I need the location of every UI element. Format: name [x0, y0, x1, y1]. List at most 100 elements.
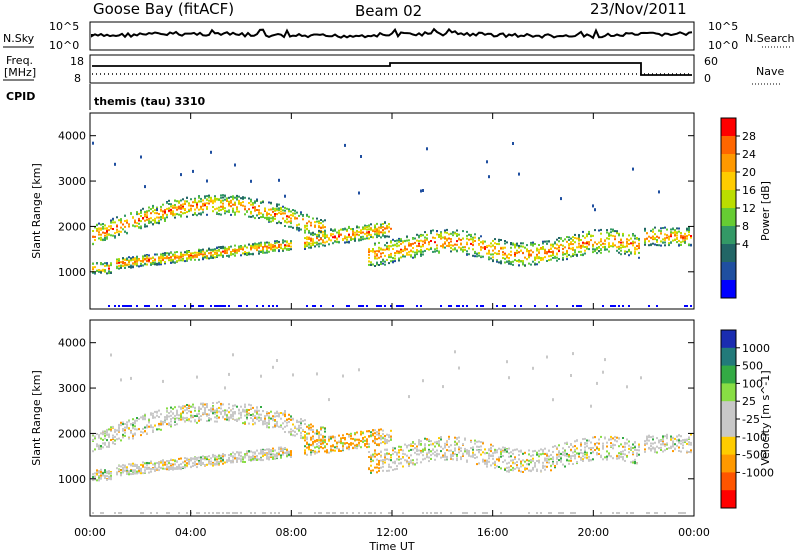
range-gate-cell: [210, 457, 212, 460]
range-gate-cell: [446, 449, 448, 452]
range-gate-cell: [164, 209, 166, 212]
range-gate-cell: [96, 469, 98, 472]
range-gate-cell: [206, 255, 208, 258]
range-gate-cell: [308, 246, 310, 249]
range-gate-cell: [232, 417, 234, 420]
range-gate-cell: [468, 247, 470, 250]
range-gate-cell: [556, 453, 558, 456]
range-gate-cell: [660, 232, 662, 235]
range-gate-cell: [208, 252, 210, 255]
range-gate-cell: [274, 249, 276, 252]
range-gate-cell: [334, 229, 336, 232]
range-gate-cell: [174, 199, 176, 202]
range-gate-cell: [676, 231, 678, 234]
range-gate-cell: [552, 456, 554, 459]
range-gate-cell: [164, 416, 166, 419]
range-gate-cell: [172, 459, 174, 462]
range-gate-cell: [298, 424, 300, 427]
range-gate-cell: [432, 236, 434, 239]
range-gate-cell: [394, 257, 396, 260]
range-gate-cell: [354, 444, 356, 447]
range-gate-cell: [514, 255, 516, 257]
range-gate-cell: [230, 453, 232, 456]
range-gate-cell: [132, 427, 134, 430]
range-gate-cell: [388, 440, 390, 443]
range-gate-cell: [624, 445, 626, 448]
range-gate-cell: [368, 232, 370, 235]
range-gate-cell: [164, 418, 166, 421]
range-gate-cell: [170, 410, 172, 413]
range-gate-cell: [320, 219, 322, 221]
range-gate-cell: [282, 205, 284, 208]
range-gate-cell: [216, 211, 218, 214]
range-gate-cell: [188, 418, 190, 421]
range-gate-cell: [528, 256, 530, 259]
range-gate-cell: [206, 414, 208, 417]
range-gate-cell: [194, 463, 196, 466]
range-gate-cell: [342, 374, 344, 378]
range-gate-cell: [112, 234, 114, 237]
range-gate-cell: [160, 461, 162, 464]
range-gate-cell: [230, 205, 232, 208]
range-gate-cell: [478, 239, 480, 242]
range-gate-cell: [378, 437, 380, 440]
range-gate-cell: [612, 457, 614, 460]
range-gate-cell: [586, 456, 588, 459]
range-gate-cell: [120, 439, 122, 442]
range-gate-cell: [276, 240, 278, 242]
range-gate-cell: [454, 453, 456, 456]
range-gate-cell: [250, 414, 252, 416]
range-gate-cell: [288, 420, 290, 423]
range-gate-cell: [376, 253, 378, 256]
range-gate-cell: [160, 216, 162, 218]
range-gate-cell: [422, 250, 424, 253]
range-gate-cell: [168, 423, 170, 426]
range-gate-cell: [374, 250, 376, 253]
range-gate-cell: [450, 232, 452, 235]
range-gate-cell: [164, 257, 166, 260]
range-gate-cell: [520, 465, 522, 468]
range-gate-cell: [324, 450, 326, 453]
range-gate-cell: [384, 437, 386, 440]
range-gate-cell: [96, 443, 98, 446]
range-gate-cell: [194, 199, 196, 202]
range-gate-cell: [606, 237, 608, 240]
range-gate-cell: [160, 413, 162, 416]
range-gate-cell: [454, 248, 456, 250]
range-gate-cell: [274, 454, 276, 456]
range-gate-cell: [450, 449, 452, 452]
range-gate-cell: [204, 512, 206, 514]
range-gate-cell: [358, 442, 360, 445]
range-gate-cell: [92, 512, 94, 514]
range-gate-cell: [234, 213, 236, 216]
range-gate-cell: [540, 470, 542, 473]
range-gate-cell: [556, 247, 558, 250]
range-gate-cell: [428, 450, 430, 453]
range-gate-cell: [316, 217, 318, 220]
range-gate-cell: [336, 238, 338, 241]
range-gate-cell: [472, 446, 474, 449]
range-gate-cell: [544, 468, 546, 471]
range-gate-cell: [582, 438, 584, 441]
range-gate-cell: [204, 458, 206, 461]
range-gate-cell: [438, 440, 440, 443]
range-gate-cell: [536, 257, 538, 260]
range-gate-cell: [568, 243, 570, 245]
range-gate-cell: [176, 411, 178, 414]
range-gate-cell: [534, 305, 536, 307]
range-gate-cell: [304, 431, 306, 433]
range-gate-cell: [422, 245, 424, 248]
range-gate-cell: [154, 212, 156, 215]
range-gate-cell: [368, 256, 370, 259]
range-gate-cell: [230, 195, 232, 198]
range-gate-cell: [204, 456, 206, 459]
range-gate-cell: [486, 160, 488, 164]
range-gate-cell: [584, 449, 586, 452]
range-gate-cell: [232, 455, 234, 458]
range-gate-cell: [98, 447, 100, 449]
range-gate-cell: [286, 240, 288, 243]
range-gate-cell: [162, 254, 164, 257]
range-gate-cell: [584, 451, 586, 454]
range-gate-cell: [576, 237, 578, 240]
range-gate-cell: [224, 210, 226, 212]
